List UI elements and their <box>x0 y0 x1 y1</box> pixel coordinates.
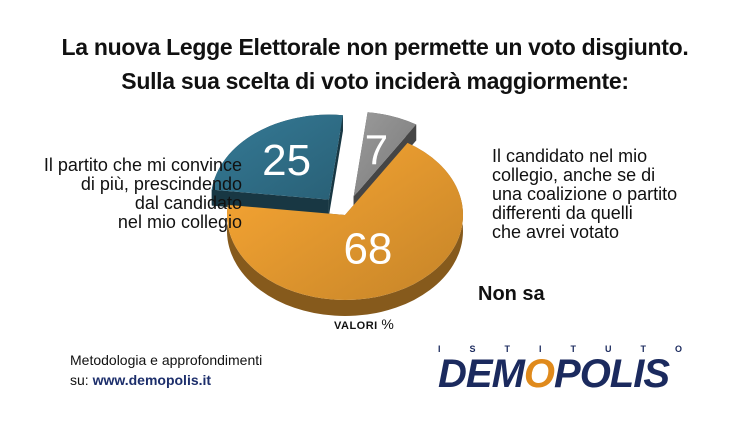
slice-label-line: Il candidato nel mio <box>492 146 648 166</box>
methodology-prefix: su: <box>70 372 93 388</box>
slice-label-non-sa: Non sa <box>478 283 545 305</box>
website-link[interactable]: www.demopolis.it <box>92 372 212 388</box>
logo-letter: I <box>538 344 542 354</box>
methodology-line: Metodologia e approfondimenti <box>70 352 263 368</box>
slice-label-candidato: Il candidato nel mio collegio, anche se … <box>492 147 732 242</box>
slice-label-line: dal candidato <box>134 193 242 213</box>
slice-label-line: che avrei votato <box>492 222 620 242</box>
slice-label-line: nel mio collegio <box>117 212 242 232</box>
unit-label: VALORI % <box>334 316 394 332</box>
logo-o: O <box>523 352 555 396</box>
logo-letter: T <box>640 344 646 354</box>
logo-part: DEM <box>438 352 525 396</box>
methodology-link-line: su: www.demopolis.it <box>70 370 262 390</box>
unit-symbol: % <box>381 316 395 332</box>
logo-istituto: I S T I T U T O <box>438 344 682 354</box>
logo-letter: T <box>504 344 511 354</box>
slice-candidato-value: 25 <box>262 136 311 185</box>
logo-letter: O <box>674 344 682 354</box>
unit-text: VALORI <box>334 320 378 332</box>
slice-label-line: una coalizione o partito <box>492 184 678 204</box>
logo-letter: T <box>570 344 576 354</box>
logo-letter: U <box>604 344 612 354</box>
logo-letter: I <box>438 344 441 354</box>
slice-label-line: di più, prescindendo <box>80 174 242 194</box>
slice-label-line: differenti da quelli <box>492 203 633 223</box>
chart-title-line1: La nuova Legge Elettorale non permette u… <box>61 34 689 60</box>
slice-label-line: Il partito che mi convince <box>43 155 242 175</box>
slice-label-line: collegio, anche se di <box>492 165 656 185</box>
methodology-note: Metodologia e approfondimenti su: www.de… <box>70 350 262 390</box>
slice-candidato <box>211 114 343 200</box>
chart-title-line2: Sulla sua scelta di voto inciderà maggio… <box>121 68 629 94</box>
slice-non-sa <box>353 112 417 197</box>
logo-demopolis: DEMOPOLIS <box>438 352 670 397</box>
logo-letter: S <box>469 344 476 354</box>
slice-non-sa-value: 7 <box>365 126 388 173</box>
slice-partito <box>227 142 463 300</box>
slice-partito-value: 68 <box>343 224 392 273</box>
logo-part: POLIS <box>554 352 670 396</box>
slice-label-partito: Il partito che mi convince di più, presc… <box>10 156 242 232</box>
